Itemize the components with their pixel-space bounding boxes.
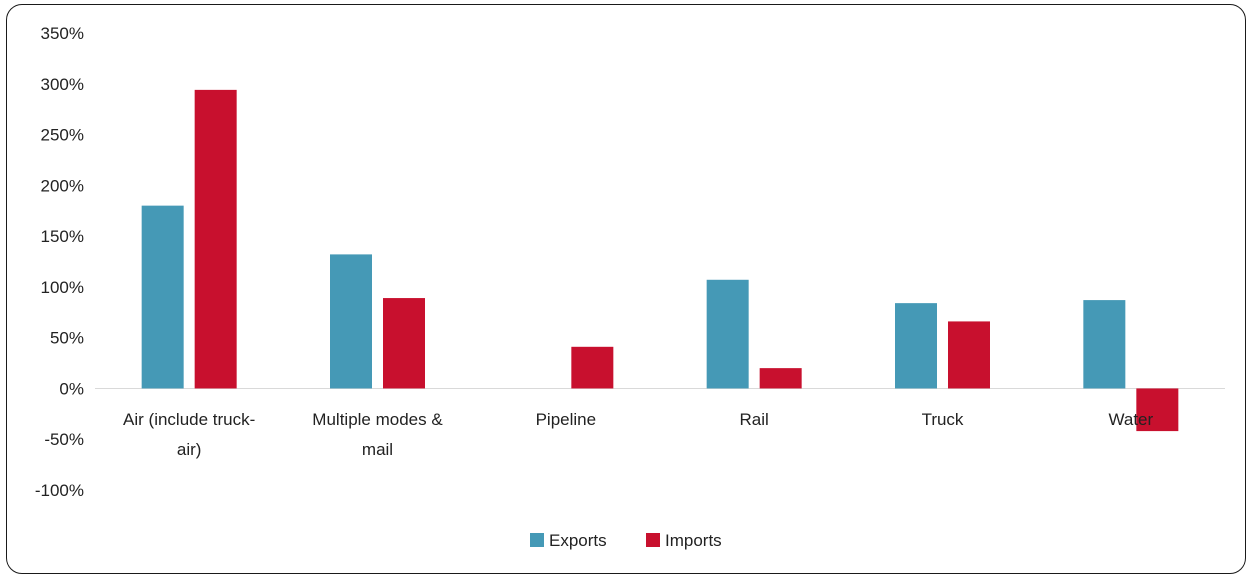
bar-exports-3: [706, 279, 749, 389]
x-tick-label: Pipeline: [536, 410, 597, 429]
legend-label-exports: Exports: [549, 531, 607, 550]
bar-exports-5: [1083, 300, 1126, 389]
y-tick-label: 0%: [59, 379, 84, 398]
x-axis-labels: Air (include truck-air) Multiple modes & m…: [123, 410, 1153, 459]
y-tick-label: 300%: [41, 75, 84, 94]
x-tick-label: Truck: [922, 410, 964, 429]
legend-swatch-imports: [646, 533, 660, 547]
bar-imports-0: [194, 89, 237, 389]
y-tick-label: -50%: [44, 430, 84, 449]
x-tick-label: Rail: [740, 410, 769, 429]
legend-label-imports: Imports: [665, 531, 722, 550]
legend-swatch-exports: [530, 533, 544, 547]
x-tick-label: Multiple modes &: [312, 410, 443, 429]
y-tick-label: 150%: [41, 227, 84, 246]
bar-imports-1: [383, 298, 425, 389]
bar-exports-4: [895, 303, 937, 389]
bar-exports-1: [330, 254, 372, 389]
x-tick-label: Air (include truck-: [123, 410, 255, 429]
bar-exports-0: [141, 205, 184, 389]
y-tick-label: 50%: [50, 329, 84, 348]
y-axis: 350% 300% 250% 200% 150% 100% 50% 0% -50% -100%: [35, 24, 84, 500]
y-tick-label: 200%: [41, 176, 84, 195]
bars: [141, 89, 1179, 432]
bar-imports-2: [571, 346, 614, 389]
bar-imports-3: [759, 368, 802, 389]
y-tick-label: 100%: [41, 278, 84, 297]
bar-imports-4: [948, 321, 990, 389]
y-tick-label: 250%: [41, 126, 84, 145]
x-tick-label: mail: [362, 440, 393, 459]
x-tick-label: air): [177, 440, 202, 459]
legend: Exports Imports: [530, 531, 722, 550]
y-tick-label: 350%: [41, 24, 84, 43]
y-tick-label: -100%: [35, 481, 84, 500]
bar-imports-5: [1136, 388, 1179, 432]
x-tick-label: Water: [1108, 410, 1153, 429]
